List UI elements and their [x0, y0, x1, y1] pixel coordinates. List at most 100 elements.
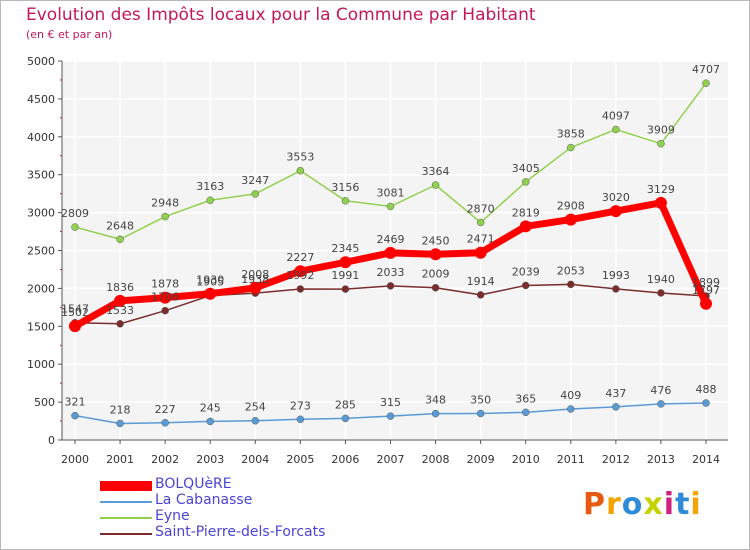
data-label: 321 [65, 396, 86, 409]
chart-title: Evolution des Impôts locaux pour la Comm… [26, 5, 536, 25]
data-label: 350 [470, 393, 491, 406]
data-label: 227 [155, 403, 176, 416]
proxiti-logo: Proxiti [583, 487, 702, 522]
data-point [251, 416, 260, 425]
data-label: 3858 [557, 128, 585, 141]
data-label: 3129 [647, 183, 675, 196]
data-point [612, 403, 620, 411]
data-label: 1899 [692, 276, 720, 289]
data-point [567, 143, 575, 152]
data-label: 1533 [106, 304, 134, 317]
x-tick-label: 2009 [467, 453, 495, 466]
data-label: 285 [335, 398, 356, 411]
data-point [654, 196, 667, 209]
data-label: 1547 [61, 303, 89, 316]
data-label: 3405 [512, 162, 540, 175]
data-point [69, 320, 81, 333]
data-point [116, 320, 124, 328]
data-label: 1502 [61, 306, 89, 319]
data-point [296, 415, 305, 424]
x-tick-label: 2001 [106, 453, 134, 466]
data-point [386, 202, 395, 211]
data-label: 409 [560, 389, 581, 402]
data-point [296, 285, 305, 293]
data-point [206, 196, 214, 204]
data-label: 1991 [331, 269, 359, 282]
x-tick-label: 2014 [692, 453, 720, 466]
y-tick-label: 3500 [27, 169, 55, 182]
data-label: 2450 [422, 234, 450, 247]
x-tick-label: 2008 [422, 453, 450, 466]
data-label: 218 [110, 403, 131, 416]
data-point [206, 417, 214, 426]
x-tick-label: 2004 [241, 453, 269, 466]
data-point [476, 409, 485, 418]
data-point [341, 197, 350, 205]
data-point [519, 220, 532, 233]
data-label: 1992 [286, 269, 314, 282]
data-point [609, 205, 622, 218]
data-point [657, 289, 665, 297]
y-tick-label: 0 [48, 434, 55, 447]
data-point [296, 166, 305, 175]
y-tick-label: 5000 [27, 55, 55, 68]
data-point [657, 139, 665, 148]
data-point [567, 280, 575, 289]
data-label: 1878 [151, 278, 179, 291]
x-tick-label: 2003 [196, 453, 224, 466]
data-point [567, 405, 575, 413]
x-tick-label: 2012 [602, 453, 630, 466]
data-label: 3909 [647, 124, 675, 137]
data-point [431, 181, 440, 189]
data-label: 437 [605, 387, 626, 400]
data-point [431, 283, 440, 292]
data-label: 2819 [512, 206, 540, 219]
y-tick-label: 2000 [27, 282, 55, 295]
x-tick-label: 2007 [377, 453, 405, 466]
data-label: 3553 [286, 151, 314, 164]
y-tick-label: 3000 [27, 207, 55, 220]
data-label: 2009 [422, 268, 450, 281]
data-label: 3156 [331, 181, 359, 194]
data-point [612, 125, 620, 134]
data-point [204, 287, 217, 300]
data-label: 2345 [331, 242, 359, 255]
data-point [386, 282, 395, 290]
data-label: 1706 [151, 291, 179, 304]
data-point [161, 306, 169, 315]
data-label: 254 [245, 401, 266, 414]
data-point [116, 235, 124, 244]
x-tick-label: 2011 [557, 453, 585, 466]
legend-swatch [100, 481, 152, 491]
legend-label: BOLQUèRE [155, 476, 232, 492]
y-tick-label: 4500 [27, 93, 55, 106]
legend-label: La Cabanasse [155, 492, 253, 508]
legend-swatch [100, 517, 152, 519]
x-tick-label: 2005 [286, 453, 314, 466]
data-point [161, 419, 169, 427]
data-label: 476 [650, 384, 671, 397]
legend-swatch [100, 501, 152, 503]
data-point [341, 414, 350, 423]
data-label: 1940 [647, 273, 675, 286]
data-point [161, 212, 169, 221]
data-label: 348 [425, 394, 446, 407]
data-point [341, 285, 350, 293]
data-label: 3163 [196, 180, 224, 193]
data-point [476, 291, 485, 299]
data-point [700, 297, 712, 310]
data-point [71, 223, 79, 231]
legend-swatch [100, 533, 152, 535]
data-label: 3364 [422, 165, 450, 178]
data-label: 1938 [241, 273, 269, 286]
y-tick-label: 1000 [27, 358, 55, 371]
y-tick-label: 1500 [27, 320, 55, 333]
data-point [294, 265, 307, 278]
data-point [657, 400, 665, 408]
data-label: 3247 [241, 174, 269, 187]
data-label: 2053 [557, 264, 585, 277]
data-point [474, 246, 487, 259]
y-tick-label: 500 [34, 396, 55, 409]
y-tick-label: 2500 [27, 245, 55, 258]
